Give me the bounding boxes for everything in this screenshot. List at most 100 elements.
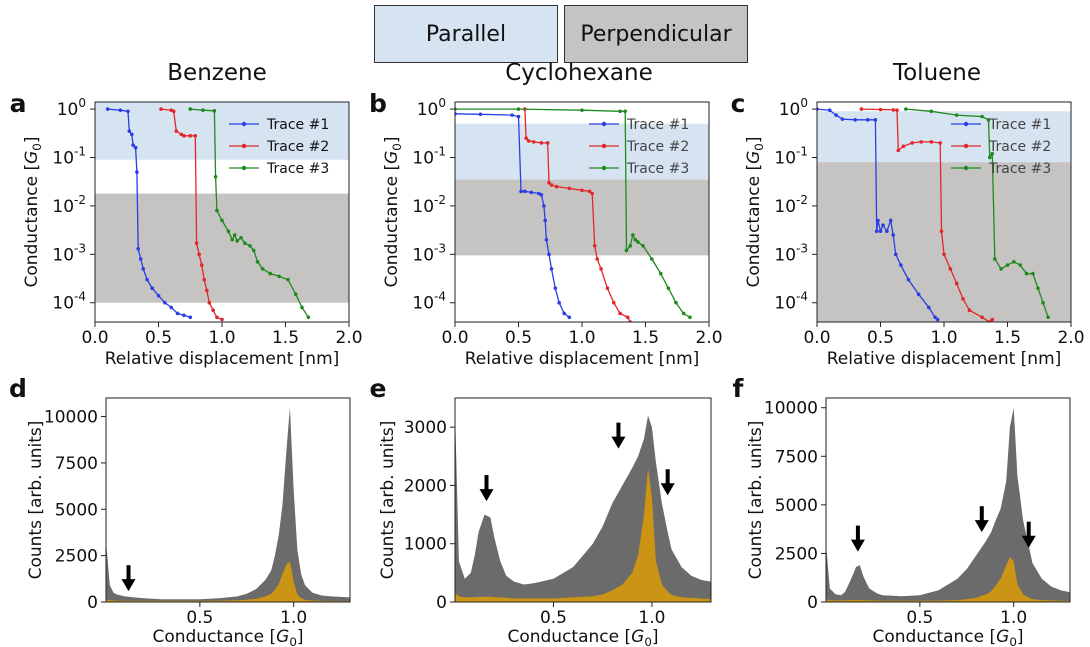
panel-label-c: c xyxy=(731,89,746,118)
trace-point-b-3 xyxy=(658,271,663,276)
x-tick-label-a: 0.0 xyxy=(81,328,108,348)
x-tick-label-b: 2.0 xyxy=(695,328,722,348)
x-tick-label-c: 1.5 xyxy=(994,328,1021,348)
trace-point-c-3 xyxy=(1018,263,1022,267)
trace-point-c-1 xyxy=(935,317,940,322)
trace-point-b-3 xyxy=(636,240,640,244)
trace-point-c-2 xyxy=(980,315,984,320)
trace-point-a-2 xyxy=(197,252,201,257)
y-tick-label-c: 10-3 xyxy=(774,241,808,265)
x-tick-label-e: 1.0 xyxy=(638,608,665,628)
trace-point-b-2 xyxy=(605,286,610,290)
panel-label-a: a xyxy=(10,89,27,118)
x-tick-label-c: 2.0 xyxy=(1057,328,1084,348)
y-tick-label-f: 2500 xyxy=(775,544,818,564)
trace-point-c-3 xyxy=(990,151,995,156)
trace-point-b-2 xyxy=(554,184,559,189)
x-tick-label-b: 0.0 xyxy=(441,328,468,348)
x-tick-label-d: 0.5 xyxy=(186,608,213,628)
y-axis-label-e: Counts [arb. units] xyxy=(378,421,398,580)
trace-point-a-1 xyxy=(182,313,186,318)
trace-point-b-2 xyxy=(587,189,592,194)
y-tick-label-f: 7500 xyxy=(775,447,818,467)
x-tick-label-d: 1.0 xyxy=(280,608,307,628)
trace-point-b-2 xyxy=(599,267,603,271)
x-axis-label-b: Relative displacement [nm] xyxy=(465,349,700,369)
trace-point-c-3 xyxy=(929,109,934,114)
legend-parallel: Parallel xyxy=(374,5,558,63)
trace-point-c-2 xyxy=(961,297,965,301)
arrow-annotation-f xyxy=(974,506,989,533)
trace-point-b-3 xyxy=(580,108,584,112)
trace-point-a-1 xyxy=(118,108,123,112)
x-tick-label-a: 1.5 xyxy=(272,328,299,348)
trace-point-b-3 xyxy=(624,248,629,253)
trace-point-c-1 xyxy=(873,118,878,122)
y-tick-label-b: 10-1 xyxy=(412,144,446,168)
trace-point-a-1 xyxy=(175,311,180,316)
trace-point-b-3 xyxy=(628,243,633,248)
panel-label-d: d xyxy=(9,374,27,403)
y-tick-label-a: 10-4 xyxy=(52,290,86,314)
x-tick-label-e: 0.5 xyxy=(540,608,567,628)
x-tick-label-f: 1.0 xyxy=(1000,608,1027,628)
x-tick-label-c: 1.0 xyxy=(930,328,957,348)
trace-point-a-3 xyxy=(277,274,281,279)
trace-point-b-2 xyxy=(595,257,600,261)
trace-point-a-2 xyxy=(220,317,224,322)
trace-point-b-3 xyxy=(666,286,671,290)
trace-point-a-1 xyxy=(130,132,134,137)
title-cyclohexane: Cyclohexane xyxy=(505,60,653,86)
region-parallel-b xyxy=(455,123,709,180)
trace-point-a-1 xyxy=(163,300,167,305)
trace-point-b-1 xyxy=(523,189,527,194)
trace-point-a-3 xyxy=(230,237,234,242)
trace-point-b-2 xyxy=(590,191,594,196)
trace-point-c-2 xyxy=(891,108,895,112)
y-axis-label-c: Conductance [G0] xyxy=(744,136,766,287)
trace-point-b-1 xyxy=(549,267,554,271)
x-tick-label-c: 0.5 xyxy=(867,328,894,348)
legend-marker-a-2 xyxy=(241,143,247,149)
trace-point-b-2 xyxy=(580,188,584,193)
trace-point-a-2 xyxy=(204,288,209,293)
trace-point-c-3 xyxy=(1036,286,1040,290)
trace-group-b-3 xyxy=(455,107,692,320)
trace-point-c-3 xyxy=(1012,260,1016,264)
axes-frame-f xyxy=(825,397,1071,603)
y-tick-label-e: 0 xyxy=(436,593,447,613)
arrow-head-e xyxy=(660,483,675,496)
trace-point-c-1 xyxy=(899,263,903,267)
trace-point-c-3 xyxy=(1005,263,1010,267)
x-tick-label-a: 0.5 xyxy=(145,328,172,348)
arrow-annotation-e xyxy=(611,422,626,449)
trace-point-b-1 xyxy=(529,190,533,195)
trace-point-b-2 xyxy=(531,140,536,144)
trace-point-b-2 xyxy=(545,141,550,145)
trace-point-a-1 xyxy=(156,293,161,298)
y-tick-label-a: 10-2 xyxy=(52,193,86,217)
trace-point-b-2 xyxy=(549,183,554,187)
y-tick-label-f: 10000 xyxy=(764,399,818,419)
trace-point-a-1 xyxy=(127,129,132,133)
trace-point-a-3 xyxy=(306,315,311,320)
trace-point-c-1 xyxy=(891,233,895,237)
legend-label-a-3: Trace #3 xyxy=(266,161,329,177)
trace-point-c-1 xyxy=(876,218,880,223)
trace-point-a-3 xyxy=(212,109,217,113)
legend-label-a-1: Trace #1 xyxy=(266,117,329,133)
legend-label-c-1: Trace #1 xyxy=(988,117,1051,133)
trace-point-b-1 xyxy=(510,113,514,117)
y-tick-label-d: 10000 xyxy=(44,408,98,428)
trace-point-b-1 xyxy=(542,204,546,208)
arrow-annotation-e xyxy=(660,469,675,496)
trace-point-a-1 xyxy=(188,315,193,320)
trace-point-b-2 xyxy=(547,181,551,185)
axes-frame-e xyxy=(454,397,712,603)
x-tick-label-c: 0.0 xyxy=(803,328,830,348)
trace-point-a-2 xyxy=(193,134,198,138)
arrow-annotation-d xyxy=(121,565,136,592)
y-tick-label-e: 3000 xyxy=(404,418,447,438)
trace-point-b-1 xyxy=(543,218,547,223)
y-tick-label-d: 7500 xyxy=(55,454,98,474)
